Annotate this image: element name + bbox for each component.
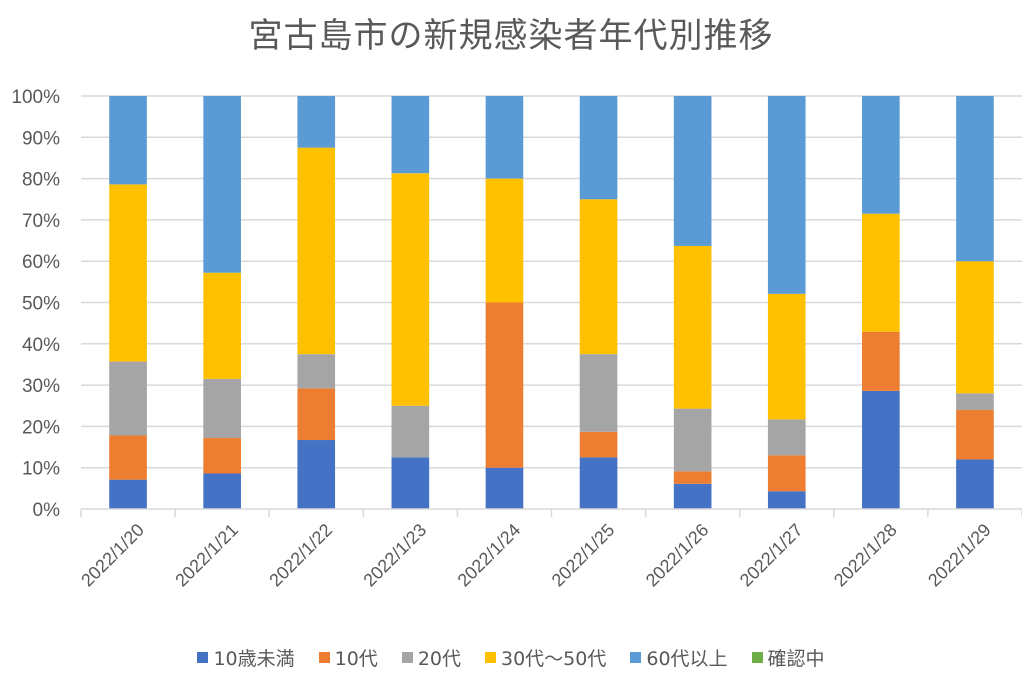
bar-segment [109,184,147,362]
x-tick-label: 2022/1/22 [265,520,336,591]
legend: 10歳未満 10代 20代 30代〜50代 60代以上 確認中 [0,644,1022,671]
bar-segment [203,96,241,273]
legend-item: 30代〜50代 [485,644,606,671]
y-tick-label: 40% [22,335,60,356]
bar-segment [297,354,336,389]
bar-segment [862,213,900,332]
legend-label: 10歳未満 [213,648,295,670]
bar-segment [767,455,806,492]
bar-segment [673,408,712,472]
x-axis [80,508,1022,517]
y-tick-label: 30% [22,376,60,397]
bar-segment [203,378,241,438]
y-tick-label: 70% [22,211,60,232]
x-tick-label: 2022/1/21 [171,520,242,591]
y-tick-label: 100% [11,87,60,108]
y-tick-label: 0% [33,500,61,521]
bar-segment [956,459,994,509]
bars [109,96,994,509]
y-tick-label: 20% [22,417,60,438]
legend-item: 確認中 [751,644,825,671]
y-tick-label: 50% [22,294,60,315]
legend-swatch-icon [630,652,642,663]
bar-segment [673,483,712,509]
y-tick-label: 80% [22,170,60,191]
chart-title: 宮古島市の新規感染者年代別推移 [248,16,774,56]
legend-swatch-icon [751,652,763,663]
legend-label: 30代〜50代 [501,648,607,670]
y-tick-label: 90% [22,128,60,149]
bar-segment [956,261,994,394]
legend-item: 10代 [318,644,378,671]
y-axis-ticks: 0% 10% 20% 30% 40% 50% 60% 70% 80% 90% 100% [11,87,60,521]
bar-segment [579,457,618,509]
bar-segment [109,361,147,436]
y-tick-label: 60% [22,252,60,273]
bar-segment [391,96,430,174]
bar-segment [579,354,618,432]
legend-item: 20代 [401,644,461,671]
legend-item: 60代以上 [630,644,728,671]
bar-segment [767,491,806,509]
bar-segment [391,173,430,406]
x-tick-label: 2022/1/23 [359,520,430,591]
bar-segment [862,96,900,214]
bar-segment [956,393,994,410]
bar-segment [579,199,618,355]
bar-segment [579,96,618,200]
y-tick-label: 10% [22,459,60,480]
bar-segment [109,435,147,480]
bar-segment [956,409,994,460]
x-tick-label: 2022/1/25 [548,520,619,591]
x-tick-label: 2022/1/20 [77,520,148,591]
bar-segment [297,147,336,355]
legend-label: 確認中 [767,648,825,670]
x-tick-label: 2022/1/24 [454,520,525,591]
bar-segment [673,96,712,246]
legend-label: 20代 [417,648,461,670]
bar-segment [673,245,712,409]
legend-label: 60代以上 [646,648,728,670]
bar-segment [767,419,806,456]
bar-segment [485,96,524,179]
bar-segment [673,471,712,484]
bar-segment [391,457,430,509]
x-tick-label: 2022/1/28 [830,520,901,591]
bar-segment [767,96,806,294]
bar-segment [297,96,336,148]
bar-segment [391,405,430,458]
x-tick-label: 2022/1/26 [642,520,713,591]
bar-segment [203,437,241,474]
bar-segment [767,293,806,420]
legend-swatch-icon [197,652,209,663]
bar-segment [862,390,900,509]
bar-segment [203,473,241,509]
bar-segment [485,467,524,509]
bar-segment [579,431,618,458]
x-tick-label: 2022/1/27 [736,520,807,591]
bar-segment [485,178,524,303]
bar-segment [297,440,336,509]
x-tick-label: 2022/1/29 [924,520,995,591]
bar-segment [485,302,524,468]
legend-item: 10歳未満 [197,644,295,671]
x-axis-ticks: 2022/1/20 2022/1/21 2022/1/22 2022/1/23 2022… [77,520,995,591]
legend-swatch-icon [485,652,496,663]
bar-segment [109,96,147,185]
bar-segment [956,96,994,262]
bar-segment [203,272,241,379]
bar-segment [862,331,900,391]
bar-segment [109,479,147,509]
legend-swatch-icon [318,652,330,663]
legend-swatch-icon [401,652,413,663]
legend-label: 10代 [334,648,378,670]
bar-segment [297,388,336,441]
